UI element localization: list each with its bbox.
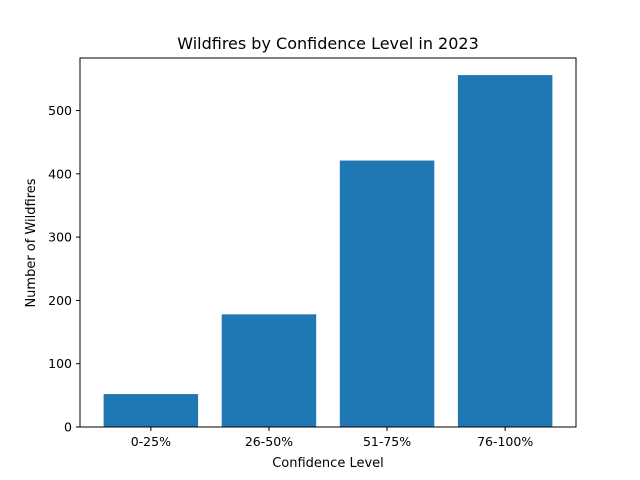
x-tick-label: 51-75% bbox=[363, 434, 411, 449]
plot-frame bbox=[79, 57, 577, 428]
chart-title: Wildfires by Confidence Level in 2023 bbox=[177, 34, 479, 53]
y-axis-label: Number of Wildfires bbox=[24, 178, 39, 307]
bar-76-100% bbox=[457, 75, 553, 427]
y-tick-label: 200 bbox=[48, 293, 72, 308]
y-tick-label: 500 bbox=[48, 103, 72, 118]
y-tick-label: 0 bbox=[64, 420, 72, 435]
x-tick-label: 26-50% bbox=[245, 434, 293, 449]
x-tick-label: 0-25% bbox=[131, 434, 171, 449]
bars-layer bbox=[103, 75, 553, 427]
y-tick-label: 300 bbox=[48, 230, 72, 245]
y-tick-label: 400 bbox=[48, 166, 72, 181]
bar-26-50% bbox=[221, 314, 317, 427]
y-tick-label: 100 bbox=[48, 356, 72, 371]
bar-0-25% bbox=[103, 394, 199, 427]
x-axis-label: Confidence Level bbox=[272, 456, 384, 471]
axes-layer: 0-25% 26-50% 51-75% 76-100% 0 100 200 300 400 500 bbox=[48, 57, 577, 449]
bar-51-75% bbox=[339, 160, 435, 427]
x-tick-label: 76-100% bbox=[477, 434, 533, 449]
